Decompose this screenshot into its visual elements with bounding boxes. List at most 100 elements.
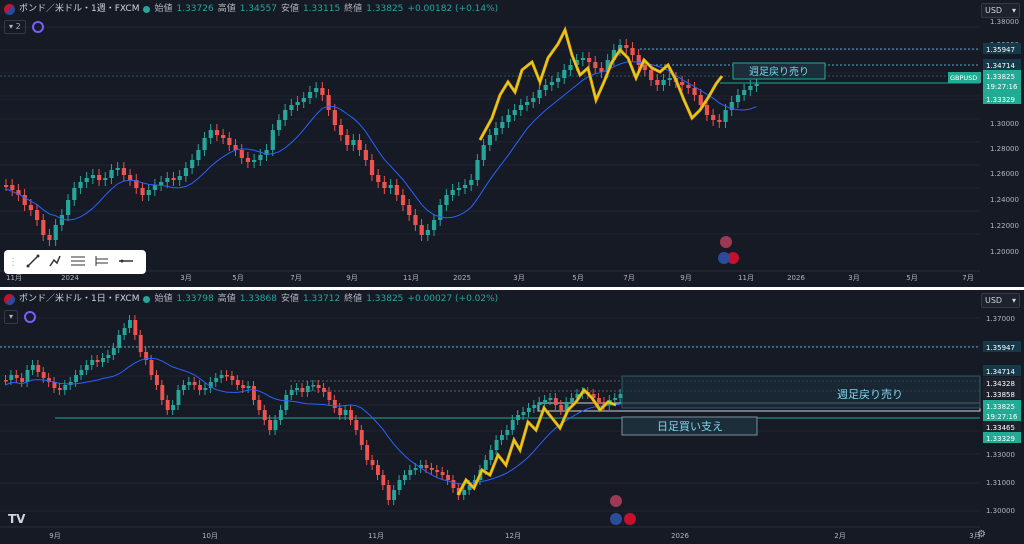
candle	[351, 140, 356, 145]
price-tick-label: 1.33000	[986, 451, 1015, 459]
candle	[531, 98, 536, 102]
candle	[587, 58, 592, 62]
candle	[357, 140, 362, 150]
countdown-timer: 19:27:16	[986, 413, 1018, 421]
sell-annotation-box[interactable]	[732, 62, 826, 80]
daily-indicator-row: ▾	[4, 310, 37, 324]
candle	[332, 400, 337, 408]
candle	[252, 160, 257, 162]
candle	[41, 372, 46, 378]
candle	[692, 88, 697, 95]
candle	[435, 470, 440, 472]
event-marker-icon[interactable]	[610, 495, 622, 507]
collapse-indicators-button[interactable]: ▾ 2	[4, 20, 26, 34]
event-marker-icon[interactable]	[610, 513, 622, 525]
candle	[219, 375, 224, 378]
candle	[553, 398, 558, 405]
buy-annotation-box[interactable]	[621, 416, 758, 436]
candle	[176, 390, 181, 405]
candle	[300, 388, 305, 392]
time-tick-label: 2025	[453, 274, 471, 282]
candle	[278, 410, 283, 420]
candle	[160, 385, 165, 400]
price-badge-level1: 1.35947	[986, 46, 1015, 54]
event-marker-icon[interactable]	[727, 252, 739, 264]
pen-icon[interactable]	[48, 253, 62, 272]
currency-selector[interactable]: USD	[981, 3, 1020, 18]
candle	[47, 235, 52, 240]
candle	[723, 110, 728, 122]
candle	[429, 468, 434, 470]
candle	[144, 352, 149, 360]
daily-legend: ポンド／米ドル・1日・FXCM 始値 1.33798 高値 1.33868 安値 1.…	[4, 292, 498, 306]
indicator-icon[interactable]	[24, 311, 37, 323]
last-price-badge: 1.33825	[986, 403, 1015, 411]
candle	[295, 102, 300, 105]
event-marker-icon[interactable]	[624, 513, 636, 525]
candle	[106, 355, 111, 358]
candle	[214, 378, 219, 382]
time-tick-label: 5月	[232, 274, 243, 282]
candle	[149, 360, 154, 375]
high-label: 高値	[217, 294, 236, 304]
candle	[252, 386, 256, 400]
candle	[735, 95, 741, 102]
price-badge-level3: 1.33329	[986, 96, 1015, 104]
price-tick-label: 1.37000	[986, 315, 1015, 323]
candle	[510, 420, 515, 430]
tradingview-logo-icon[interactable]: TV	[8, 512, 26, 526]
price-badge-level1: 1.35947	[986, 344, 1015, 352]
price-tick-label: 1.22000	[990, 222, 1019, 230]
weekly-chart-canvas[interactable]: 1.380001.360001.340001.320001.300001.280…	[0, 0, 1024, 287]
daily-symbol-title[interactable]: ポンド／米ドル・1日・FXCM	[19, 294, 140, 304]
candle	[227, 138, 232, 145]
candle	[230, 376, 235, 380]
settings-gear-icon[interactable]: ⚙	[977, 529, 986, 540]
price-badge-level-b: 1.33858	[986, 391, 1015, 399]
weekly-symbol-title[interactable]: ポンド／米ドル・1週・FXCM	[19, 4, 140, 14]
candle	[16, 190, 21, 195]
time-tick-label: 7月	[623, 274, 634, 282]
drag-handle-icon[interactable]: ⋮	[8, 256, 18, 268]
candle	[559, 405, 564, 410]
line-tool-icon[interactable]	[26, 253, 40, 272]
candle	[196, 150, 201, 160]
horizontal-line-icon[interactable]	[118, 253, 134, 272]
candle	[408, 470, 413, 475]
candle	[580, 58, 586, 60]
candle	[245, 158, 251, 162]
candle	[97, 175, 102, 180]
candle	[597, 398, 601, 402]
daily-chart-pane[interactable]: 1.37000 1.33000 1.31000 1.30000 9月 10月 11月 12月 2…	[0, 290, 1024, 544]
candle	[593, 62, 598, 68]
pane-divider[interactable]	[0, 287, 1024, 290]
time-tick-label: 3月	[969, 532, 980, 540]
collapse-indicators-button[interactable]: ▾	[4, 310, 19, 324]
candle	[704, 105, 710, 115]
daily-chart-canvas[interactable]: 1.37000 1.33000 1.31000 1.30000 9月 10月 11月 12月 2…	[0, 290, 1024, 544]
currency-selector[interactable]: USD	[981, 293, 1020, 308]
candle	[257, 400, 262, 410]
event-marker-icon[interactable]	[718, 252, 730, 264]
low-label: 安値	[280, 294, 299, 304]
candle	[419, 225, 424, 235]
candle	[518, 105, 524, 110]
candle	[177, 176, 182, 180]
sell-annotation-label: 週足戻り売り	[749, 65, 809, 78]
open-label: 始値	[154, 294, 173, 304]
candle	[548, 398, 553, 400]
fib-icon[interactable]	[70, 253, 86, 272]
candle	[525, 102, 530, 105]
weekly-chart-pane[interactable]: 1.380001.360001.340001.320001.300001.280…	[0, 0, 1024, 287]
event-marker-icon[interactable]	[720, 236, 732, 248]
weekly-legend: ポンド／米ドル・1週・FXCM 始値 1.33726 高値 1.34557 安値 1.…	[4, 2, 498, 16]
candle	[376, 175, 381, 182]
indicator-icon[interactable]	[31, 21, 44, 33]
ray-icon[interactable]	[94, 253, 110, 272]
candle	[400, 195, 406, 205]
last-price-badge-bg	[983, 400, 1021, 423]
sell-zone[interactable]	[621, 375, 981, 409]
candle	[363, 150, 368, 160]
candle	[198, 385, 202, 390]
candle	[202, 138, 207, 150]
